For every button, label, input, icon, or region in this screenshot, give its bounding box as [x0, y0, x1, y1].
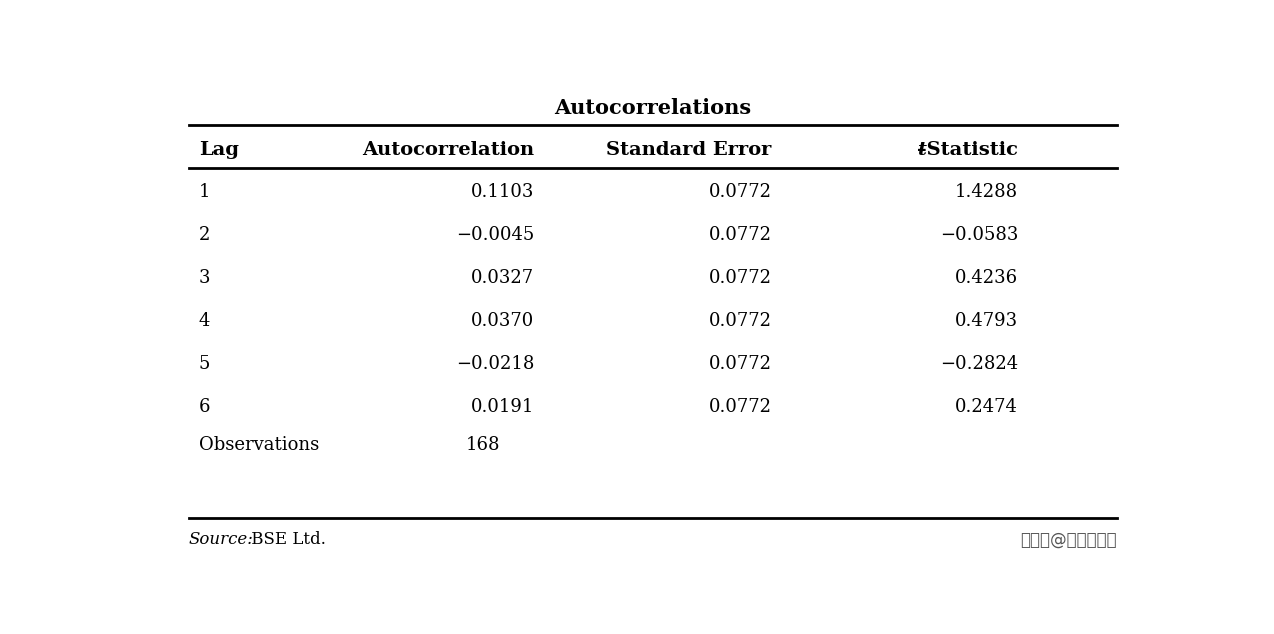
- Text: 0.0772: 0.0772: [708, 226, 772, 244]
- Text: −0.2824: −0.2824: [940, 355, 1018, 373]
- Text: 0.0772: 0.0772: [708, 183, 772, 201]
- Text: 0.0772: 0.0772: [708, 398, 772, 416]
- Text: 1.4288: 1.4288: [956, 183, 1018, 201]
- Text: 168: 168: [465, 436, 499, 454]
- Text: −0.0583: −0.0583: [940, 226, 1018, 244]
- Text: 0.4236: 0.4236: [956, 269, 1018, 287]
- Text: –Statistic: –Statistic: [917, 141, 1018, 159]
- Text: Source:: Source:: [189, 531, 254, 548]
- Text: 5: 5: [199, 355, 210, 373]
- Text: 0.4793: 0.4793: [956, 312, 1018, 330]
- Text: 3: 3: [199, 269, 210, 287]
- Text: 0.0327: 0.0327: [471, 269, 535, 287]
- Text: 6: 6: [199, 398, 210, 416]
- Text: 0.1103: 0.1103: [471, 183, 535, 201]
- Text: Standard Error: Standard Error: [606, 141, 772, 159]
- Text: 0.0772: 0.0772: [708, 355, 772, 373]
- Text: Autocorrelation: Autocorrelation: [362, 141, 535, 159]
- Text: 0.2474: 0.2474: [956, 398, 1018, 416]
- Text: 0.0370: 0.0370: [471, 312, 535, 330]
- Text: −0.0218: −0.0218: [456, 355, 535, 373]
- Text: Lag: Lag: [199, 141, 238, 159]
- Text: 0.0191: 0.0191: [471, 398, 535, 416]
- Text: 4: 4: [199, 312, 210, 330]
- Text: −0.0045: −0.0045: [456, 226, 535, 244]
- Text: 1: 1: [199, 183, 210, 201]
- Text: 0.0772: 0.0772: [708, 269, 772, 287]
- Text: t: t: [916, 141, 925, 159]
- Text: BSE Ltd.: BSE Ltd.: [246, 531, 326, 548]
- Text: 0.0772: 0.0772: [708, 312, 772, 330]
- Text: 搜狐号@边际实验室: 搜狐号@边际实验室: [1020, 531, 1117, 549]
- Text: 2: 2: [199, 226, 210, 244]
- Text: Autocorrelations: Autocorrelations: [554, 98, 752, 118]
- Text: Observations: Observations: [199, 436, 318, 454]
